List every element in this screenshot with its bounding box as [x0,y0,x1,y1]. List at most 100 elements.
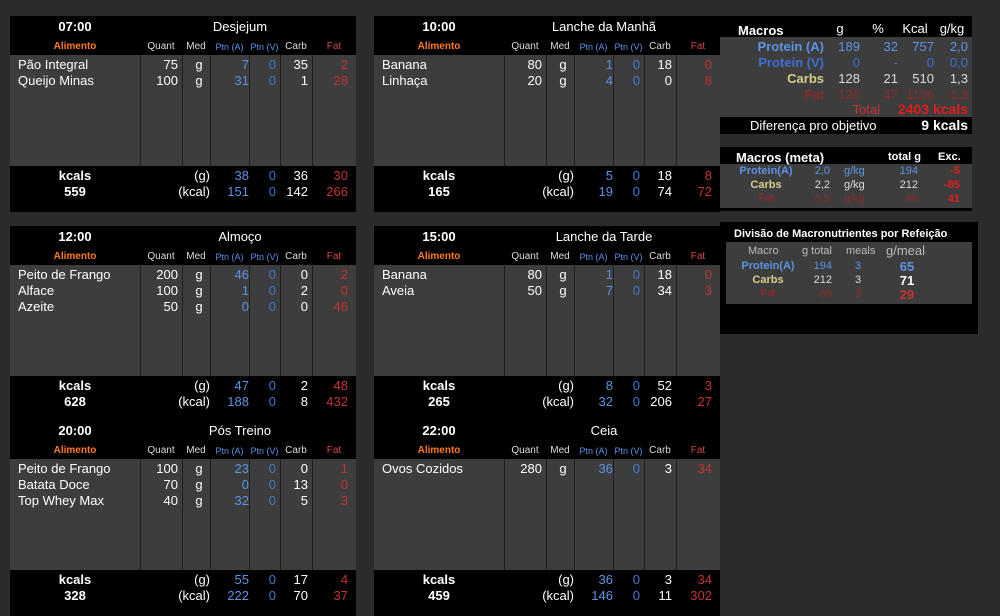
food-name[interactable]: Linhaça [382,73,428,88]
meal-column-header: Alimento Quant Med Ptn (A) Ptn (V) Carb Fat [10,250,356,264]
food-carb: 1 [300,73,308,88]
total-g-fat: 48 [333,378,348,393]
total-kcal-fat: 266 [326,184,348,199]
meal-total-kcal: 265 [428,394,450,409]
meta-label: Carbs [750,179,782,191]
meal-column-header: Alimento Quant Med Ptn (A) Ptn (V) Carb Fat [374,444,720,458]
food-quant[interactable]: 100 [156,283,178,298]
food-name[interactable]: Ovos Cozidos [382,461,463,476]
food-quant[interactable]: 70 [163,477,178,492]
food-fat: 3 [704,283,712,298]
division-gmeal: 29 [899,287,915,302]
meta-value[interactable]: 2,2 [814,179,830,191]
food-ptn-v: 0 [268,283,276,298]
total-kcal-carb: 11 [658,588,673,603]
total-g-fat: 30 [333,168,348,183]
food-fat: 3 [340,493,348,508]
food-quant[interactable]: 80 [527,267,542,282]
column-divider [140,459,141,570]
food-name[interactable]: Batata Doce [18,477,90,492]
food-row[interactable]: Queijo Minas 100 g 31 0 1 28 [10,73,356,89]
food-name[interactable]: Top Whey Max [18,493,104,508]
food-name[interactable]: Alface [18,283,55,298]
division-label: Carbs [752,274,784,286]
meal-items-area [374,55,720,166]
meal-total-kcal: 628 [64,394,86,409]
column-divider [644,459,645,570]
food-ptn-a: 0 [241,299,249,314]
food-row[interactable]: Alface 100 g 1 0 2 0 [10,283,356,299]
food-quant[interactable]: 40 [163,493,178,508]
food-row[interactable]: Aveia 50 g 7 0 34 3 [374,283,720,299]
food-quant[interactable]: 100 [156,461,178,476]
food-name[interactable]: Peito de Frango [18,461,111,476]
meta-total: 212 [899,179,918,191]
food-ptn-a: 1 [605,57,613,72]
food-row[interactable]: Peito de Frango 100 g 23 0 0 1 [10,461,356,477]
meal-total-kcal: 165 [428,184,450,199]
food-quant[interactable]: 50 [163,299,178,314]
food-quant[interactable]: 200 [156,267,178,282]
division-gtotal: 212 [813,274,832,286]
kcals-label: kcals [58,572,92,587]
food-row[interactable]: Banana 80 g 1 0 18 0 [374,267,720,283]
food-quant[interactable]: 80 [527,57,542,72]
meal-panel-ceia: 22:00 Ceia Alimento Quant Med Ptn (A) Ptn (V) C… [374,420,720,616]
food-row[interactable]: Banana 80 g 1 0 18 0 [374,57,720,73]
macro-gkg: 2,0 [949,39,968,54]
column-divider [182,55,183,166]
total-kcal-carb: 142 [286,184,308,199]
food-row[interactable]: Batata Doce 70 g 0 0 13 0 [10,477,356,493]
food-row[interactable]: Top Whey Max 40 g 32 0 5 3 [10,493,356,509]
meal-time: 12:00 [58,229,92,244]
food-carb: 18 [657,57,672,72]
food-quant[interactable]: 20 [527,73,542,88]
division-header-meals: meals [846,245,876,257]
meta-value[interactable]: 0,9 [814,193,830,205]
total-g-carb: 52 [657,378,672,393]
food-row[interactable]: Pão Integral 75 g 7 0 35 2 [10,57,356,73]
food-name[interactable]: Peito de Frango [18,267,111,282]
side-filler [720,334,1000,614]
column-ptn-v: Ptn (V) [250,42,279,52]
total-g-carb: 2 [300,378,308,393]
food-name[interactable]: Aveia [382,283,415,298]
macro-pct: 21 [883,71,898,86]
column-carb: Carb [285,251,307,262]
division-label: Fat [760,288,776,299]
food-ptn-v: 0 [268,57,276,72]
meta-label: Fat [758,193,774,204]
food-row[interactable]: Ovos Cozidos 280 g 36 0 3 34 [374,461,720,477]
column-med: Med [550,445,570,456]
total-kcal-fat: 432 [326,394,348,409]
division-header-gmeal: g/meal [886,243,926,258]
food-row[interactable]: Linhaça 20 g 4 0 0 8 [374,73,720,89]
meal-items-area [10,459,356,570]
macro-g: 0 [852,55,860,70]
food-name[interactable]: Banana [382,57,427,72]
food-med: g [195,73,203,88]
food-row[interactable]: Azeite 50 g 0 0 0 46 [10,299,356,315]
food-quant[interactable]: 280 [520,461,542,476]
food-name[interactable]: Banana [382,267,427,282]
food-name[interactable]: Pão Integral [18,57,89,72]
meta-value[interactable]: 2,0 [814,165,830,177]
macros-header-kcal: Kcal [902,21,928,36]
food-row[interactable]: Peito de Frango 200 g 46 0 0 2 [10,267,356,283]
food-name[interactable]: Queijo Minas [18,73,94,88]
food-ptn-v: 0 [632,73,640,88]
column-divider [546,265,547,376]
food-quant[interactable]: 50 [527,283,542,298]
food-quant[interactable]: 75 [163,57,178,72]
column-ptn-a: Ptn (A) [215,252,244,262]
meal-panel-desjejum: 07:00 Desjejum Alimento Quant Med Ptn (A) Ptn … [10,16,356,212]
kcals-label: kcals [422,168,456,183]
food-med: g [559,267,567,282]
food-quant[interactable]: 100 [156,73,178,88]
division-body [726,242,972,304]
food-ptn-v: 0 [268,73,276,88]
food-name[interactable]: Azeite [18,299,55,314]
division-gtotal: 86 [819,288,832,300]
column-divider [613,265,614,376]
kcals-label: kcals [58,168,92,183]
